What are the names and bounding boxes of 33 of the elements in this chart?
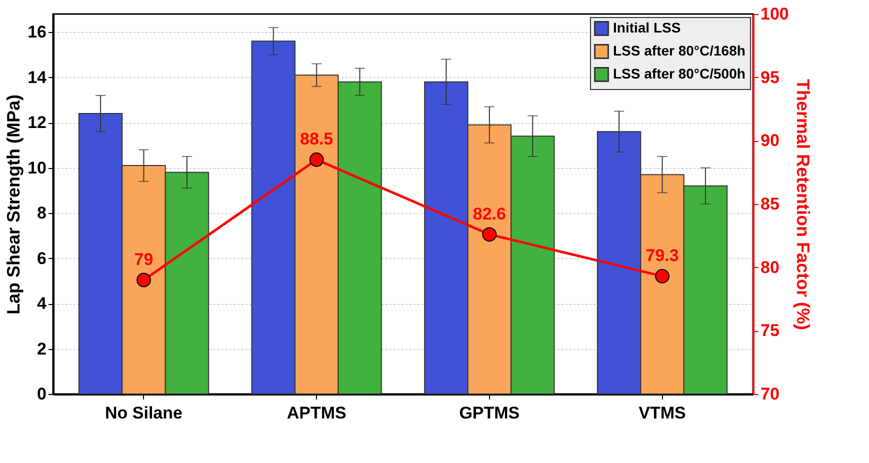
- x-tick-label: GPTMS: [459, 404, 520, 422]
- point: [655, 269, 670, 284]
- point: [309, 152, 324, 167]
- point: [482, 227, 497, 242]
- data-label: 88.5: [300, 130, 334, 149]
- y2-tick-label: 75: [760, 321, 780, 340]
- y2-tick-label: 95: [760, 68, 780, 87]
- y2-tick-label: 85: [760, 194, 780, 214]
- y-tick-label: 6: [37, 248, 46, 268]
- y2-axis-title: Thermal Retention Factor (%): [792, 78, 813, 330]
- x-tick-label: VTMS: [638, 404, 686, 422]
- x-tick-label: APTMS: [286, 404, 346, 422]
- data-label: 79.3: [646, 246, 679, 266]
- y-tick-label: 14: [28, 68, 48, 87]
- y-tick-label: 8: [37, 204, 46, 223]
- y-tick-label: 4: [37, 294, 48, 314]
- y2-tick-label: 80: [760, 258, 780, 277]
- y-tick-label: 0: [37, 384, 46, 404]
- legend-label: Initial LSS: [613, 20, 681, 36]
- y-tick-label: 2: [37, 339, 46, 358]
- y2-tick-label: 100: [760, 4, 789, 24]
- data-label: 79: [134, 250, 154, 269]
- y-tick-label: 16: [28, 22, 46, 42]
- point: [136, 272, 151, 288]
- y-tick-label: 10: [28, 158, 46, 178]
- x-tick-label: No Silane: [105, 404, 182, 422]
- y2-tick-label: 70: [760, 384, 780, 404]
- data-label: 82.6: [472, 204, 506, 224]
- legend-label: LSS after 80°C/500h: [613, 66, 746, 82]
- y-tick-label: 12: [28, 113, 46, 132]
- legend-label: LSS after 80°C/168h: [613, 42, 746, 58]
- y2-tick-label: 90: [760, 131, 780, 150]
- y-axis-title: Lap Shear Strength (MPa): [4, 94, 24, 315]
